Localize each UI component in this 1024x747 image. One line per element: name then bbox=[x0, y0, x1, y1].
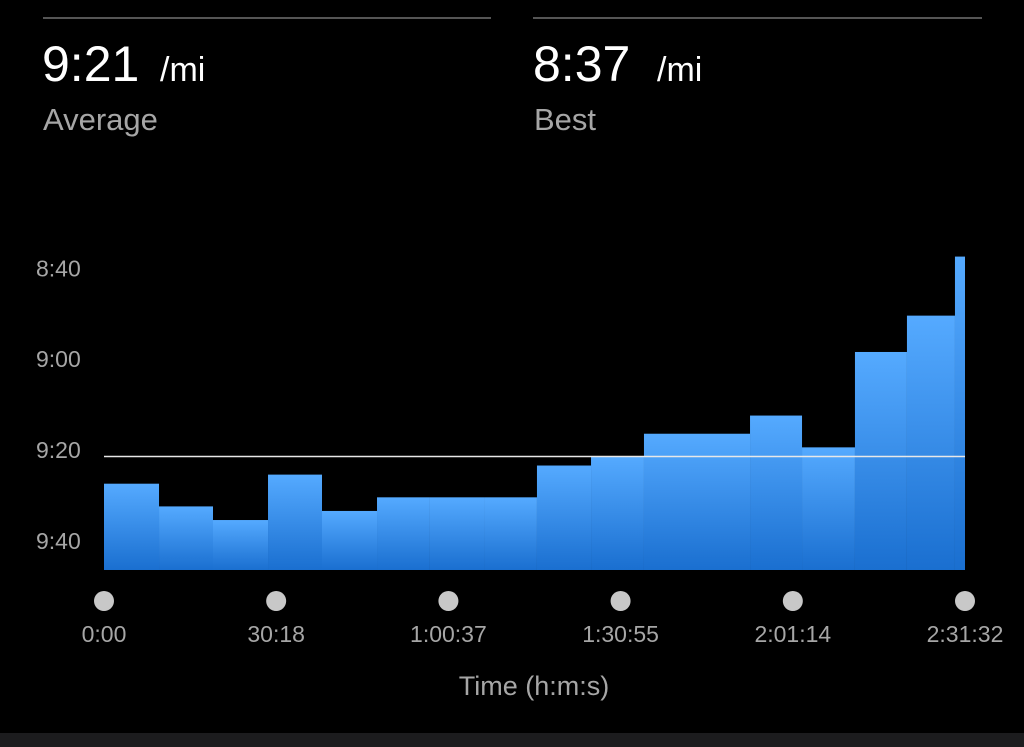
x-tick-dot bbox=[266, 591, 287, 611]
stat-label: Average bbox=[43, 102, 158, 137]
x-tick-dot bbox=[438, 591, 459, 611]
bar bbox=[104, 483, 160, 570]
x-tick-label: 1:00:37 bbox=[410, 621, 487, 647]
bar bbox=[591, 456, 644, 570]
bar bbox=[377, 497, 430, 570]
y-tick-label: 8:40 bbox=[36, 255, 81, 281]
x-tick-dot bbox=[782, 591, 803, 611]
stat-value: 8:37 bbox=[533, 36, 630, 92]
bar bbox=[484, 497, 537, 570]
y-tick-label: 9:40 bbox=[36, 528, 81, 554]
x-tick-label: 30:18 bbox=[247, 621, 305, 647]
x-tick-label: 2:31:32 bbox=[927, 621, 1004, 647]
bar bbox=[159, 506, 213, 570]
bar bbox=[697, 433, 751, 570]
x-tick-label: 1:30:55 bbox=[582, 621, 659, 647]
x-tick-label: 0:00 bbox=[82, 621, 127, 647]
x-tick-dot bbox=[610, 591, 631, 611]
stat-unit: /mi bbox=[160, 51, 205, 89]
stat-label: Best bbox=[534, 102, 596, 137]
bar bbox=[536, 465, 592, 570]
stat-value: 9:21 bbox=[42, 36, 139, 92]
bar bbox=[954, 256, 965, 570]
bar bbox=[212, 520, 269, 570]
bar bbox=[429, 497, 485, 570]
x-tick-label: 2:01:14 bbox=[754, 621, 831, 647]
bottom-bar bbox=[0, 733, 1024, 747]
x-tick-dot bbox=[94, 591, 114, 611]
bar bbox=[906, 315, 955, 570]
bar bbox=[854, 351, 907, 570]
bar bbox=[643, 433, 698, 570]
stat-unit: /mi bbox=[657, 51, 702, 89]
bar bbox=[802, 447, 855, 570]
bar bbox=[750, 415, 803, 570]
bar bbox=[268, 474, 322, 570]
x-axis-title: Time (h:m:s) bbox=[459, 671, 610, 701]
y-tick-label: 9:20 bbox=[36, 437, 81, 463]
x-tick-dot bbox=[955, 591, 975, 611]
bar bbox=[321, 510, 378, 570]
y-tick-label: 9:00 bbox=[36, 346, 81, 372]
